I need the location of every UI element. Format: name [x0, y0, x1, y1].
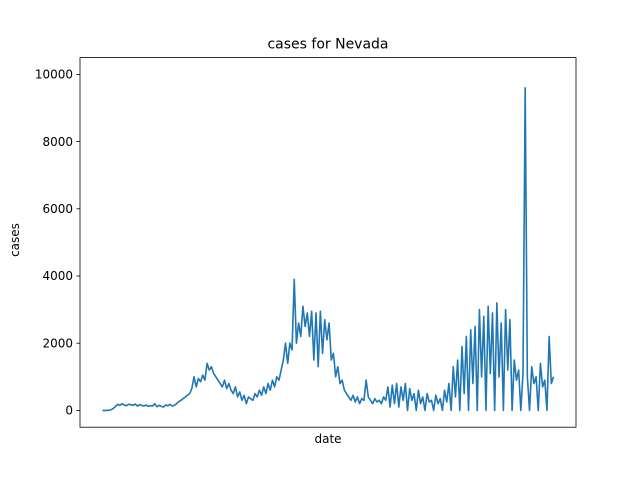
- plot-area: [79, 57, 577, 428]
- y-tick-label: 8000: [42, 135, 73, 149]
- chart-title: cases for Nevada: [267, 37, 388, 53]
- y-tick-label: 0: [65, 404, 73, 418]
- y-tick-label: 6000: [42, 202, 73, 216]
- plot-frame: [79, 57, 577, 428]
- y-axis-title: cases: [8, 223, 22, 257]
- y-axis: 0 2000 4000 6000 8000 10000: [35, 68, 80, 418]
- y-tick-label: 2000: [42, 336, 73, 350]
- series-line: [102, 87, 555, 412]
- x-axis-title: date: [314, 432, 341, 446]
- y-tick-label: 4000: [42, 269, 73, 283]
- y-tick-label: 10000: [35, 68, 73, 82]
